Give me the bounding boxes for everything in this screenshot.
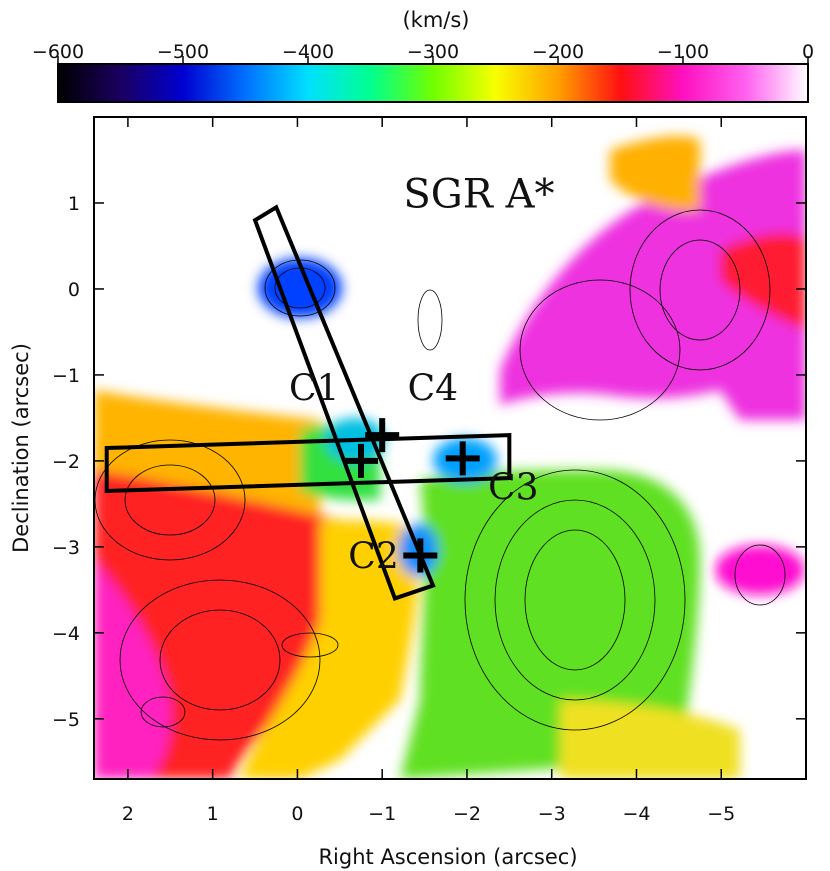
pink-sw-region: [94, 560, 171, 779]
sgra-blob: [258, 258, 342, 318]
colorbar-tick-label: −600: [32, 41, 84, 63]
yellow-center-region: [240, 520, 420, 779]
x-tick-label: −5: [707, 803, 735, 825]
y-axis-title: Declination (arcsec): [9, 343, 33, 553]
marker-c1: [344, 443, 378, 478]
velocity-field: [94, 135, 806, 779]
marker-c3: [445, 441, 480, 476]
colorbar-label: (km/s): [402, 8, 469, 32]
x-tick-label: −1: [368, 803, 396, 825]
annotation-c2: C2: [348, 536, 398, 577]
x-tick-label: 1: [207, 803, 219, 825]
y-tick-label: −5: [52, 709, 80, 731]
colorbar-tick-label: −500: [157, 41, 209, 63]
colorbar-tick-label: −400: [282, 41, 334, 63]
green-s-region: [400, 470, 700, 779]
x-tick-label: 0: [291, 803, 303, 825]
annotation-c4: C4: [408, 369, 458, 410]
yellow-ne-blob: [610, 135, 700, 211]
y-tick-label: −3: [52, 537, 80, 559]
x-tick-label: −3: [538, 803, 566, 825]
plot-frame: [93, 116, 807, 780]
colorbar-tick-label: −200: [532, 41, 584, 63]
overlay-layer: SGR A* C1 C4 C3 C2: [104, 171, 554, 601]
x-tick-label: 2: [122, 803, 134, 825]
x-tick-label: −4: [622, 803, 650, 825]
slit-1-box: [252, 204, 436, 601]
y-tick-label: 0: [68, 279, 80, 301]
x-axis-title: Right Ascension (arcsec): [318, 845, 577, 869]
colorbar-tick-label: −300: [407, 41, 459, 63]
intensity-contours: [94, 209, 786, 741]
y-tick-label: −2: [52, 451, 80, 473]
red-ne-blob: [720, 233, 806, 330]
colorbar: [57, 63, 809, 103]
slit-2-box: [104, 433, 512, 494]
axis-ticks: 2 1 0 −1 −2 −3 −4 −5 1 0 −1 −2 −3 −4 −5: [52, 117, 806, 825]
colorbar-ticks: −600 −500 −400 −300 −200 −100 0: [32, 41, 814, 64]
annotation-c1: C1: [289, 369, 339, 410]
yellow-s-region: [560, 700, 740, 779]
annotation-c3: C3: [488, 468, 538, 509]
colorbar-tick-label: 0: [802, 41, 814, 63]
y-tick-label: 1: [68, 193, 80, 215]
annotation-sgra: SGR A*: [403, 171, 554, 217]
magenta-e-blob: [715, 545, 805, 595]
x-tick-label: −2: [453, 803, 481, 825]
y-tick-label: −4: [52, 623, 80, 645]
marker-c2: [403, 538, 438, 573]
marker-c4: [365, 418, 400, 453]
colorbar-tick-label: −100: [657, 41, 709, 63]
y-tick-label: −1: [52, 365, 80, 387]
